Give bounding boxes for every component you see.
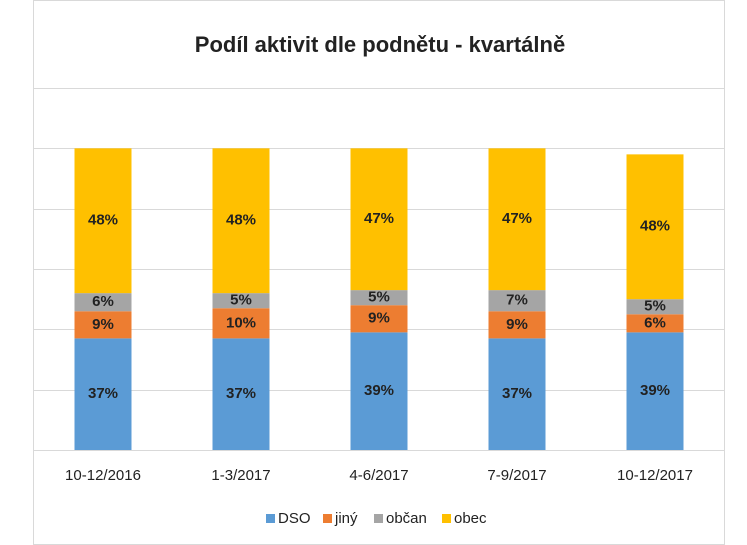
bar-segment [626, 332, 684, 450]
data-label: 48% [88, 212, 118, 229]
bar-segment [212, 308, 270, 339]
legend-label: občan [386, 510, 427, 527]
bar-segment [626, 314, 684, 333]
data-label: 39% [640, 382, 670, 399]
legend-label: DSO [278, 510, 311, 527]
data-label: 47% [364, 210, 394, 227]
legend-swatch [374, 514, 383, 523]
legend-swatch [266, 514, 275, 523]
x-tick-label: 4-6/2017 [349, 467, 408, 484]
x-tick-label: 1-3/2017 [211, 467, 270, 484]
bar-segment [350, 332, 408, 450]
bar-segment [488, 338, 546, 450]
bar-segment [488, 148, 546, 291]
data-label: 37% [226, 385, 256, 402]
bar-segment [350, 148, 408, 291]
data-label: 9% [368, 310, 390, 327]
data-label: 47% [502, 210, 532, 227]
data-label: 6% [92, 293, 114, 310]
data-label: 37% [502, 385, 532, 402]
data-label: 5% [368, 289, 390, 306]
bar-segment [74, 338, 132, 450]
data-label: 5% [230, 292, 252, 309]
legend-label: jiný [334, 510, 358, 527]
bar-segment [350, 305, 408, 333]
legend-swatch [323, 514, 332, 523]
chart-title: Podíl aktivit dle podnětu - kvartálně [195, 32, 565, 57]
bar-segment [74, 311, 132, 339]
bar-segment [74, 293, 132, 312]
bar-segment [488, 311, 546, 339]
data-label: 48% [640, 218, 670, 235]
bar-segment [212, 338, 270, 450]
data-label: 9% [506, 316, 528, 333]
x-tick-label: 10-12/2016 [65, 467, 141, 484]
x-tick-label: 10-12/2017 [617, 467, 693, 484]
data-label: 37% [88, 385, 118, 402]
data-label: 6% [644, 314, 666, 331]
data-label: 39% [364, 382, 394, 399]
bar-segment [488, 290, 546, 312]
bar-segment [212, 293, 270, 309]
bar-segment [626, 154, 684, 300]
bar-segment [74, 148, 132, 294]
bar-segment [350, 290, 408, 306]
legend-swatch [442, 514, 451, 523]
bar-segment [212, 148, 270, 294]
data-label: 48% [226, 212, 256, 229]
data-label: 9% [92, 316, 114, 333]
legend-label: obec [454, 510, 487, 527]
data-label: 7% [506, 292, 528, 309]
x-tick-label: 7-9/2017 [487, 467, 546, 484]
bar-segment [626, 299, 684, 315]
data-label: 5% [644, 298, 666, 315]
data-label: 10% [226, 314, 256, 331]
